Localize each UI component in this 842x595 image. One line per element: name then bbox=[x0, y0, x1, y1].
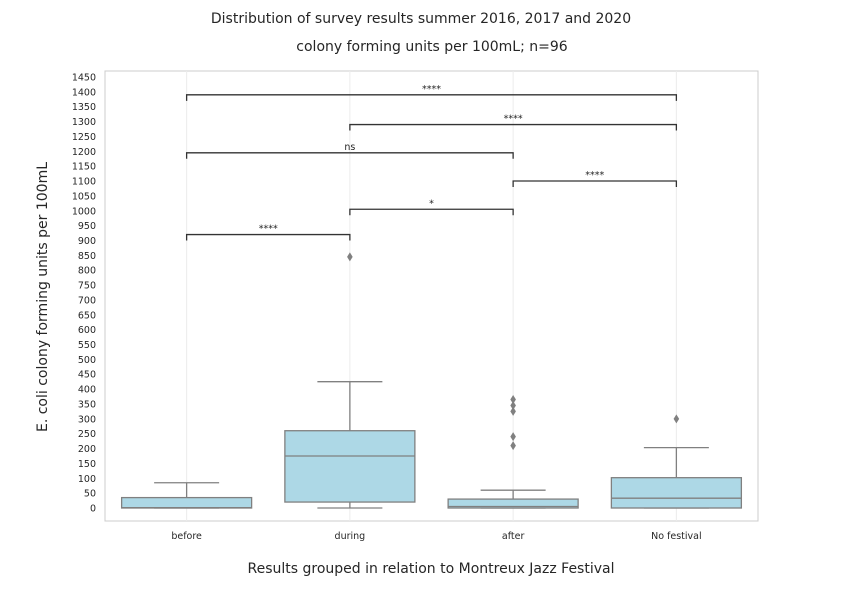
y-tick-label: 0 bbox=[90, 504, 96, 515]
significance-label: ns bbox=[344, 142, 355, 153]
y-tick-label: 300 bbox=[78, 414, 96, 425]
x-tick-label: after bbox=[502, 531, 525, 542]
y-tick-label: 1350 bbox=[72, 102, 96, 113]
y-tick-label: 900 bbox=[78, 236, 96, 247]
y-tick-label: 1250 bbox=[72, 132, 96, 143]
y-tick-label: 250 bbox=[78, 429, 96, 440]
y-tick-label: 450 bbox=[78, 370, 96, 381]
outlier-point bbox=[510, 406, 516, 416]
significance-bracket bbox=[349, 208, 514, 216]
y-tick-label: 150 bbox=[78, 459, 96, 470]
significance-bracket bbox=[349, 123, 678, 131]
y-tick-label: 550 bbox=[78, 340, 96, 351]
significance-bracket bbox=[185, 152, 514, 159]
significance-label: **** bbox=[259, 224, 278, 235]
y-tick-label: 1400 bbox=[72, 87, 96, 98]
y-tick-label: 1150 bbox=[72, 162, 96, 173]
y-axis-label: E. coli colony forming units per 100mL bbox=[35, 162, 51, 432]
x-tick-label: No festival bbox=[651, 531, 702, 542]
outlier-point bbox=[510, 432, 516, 442]
y-tick-label: 950 bbox=[78, 221, 96, 232]
x-axis-ticks: before during after No festival bbox=[171, 531, 701, 542]
box bbox=[610, 477, 743, 509]
outlier-point bbox=[510, 400, 516, 410]
box-group bbox=[610, 414, 743, 509]
y-tick-label: 100 bbox=[78, 474, 96, 485]
y-tick-label: 400 bbox=[78, 385, 96, 396]
box bbox=[120, 496, 253, 509]
y-tick-label: 600 bbox=[78, 325, 96, 336]
y-tick-label: 700 bbox=[78, 295, 96, 306]
significance-label: **** bbox=[504, 114, 523, 125]
significance-bracket bbox=[512, 180, 678, 188]
y-tick-label: 1200 bbox=[72, 147, 96, 158]
x-axis-label: Results grouped in relation to Montreux … bbox=[248, 561, 615, 577]
y-tick-label: 750 bbox=[78, 281, 96, 292]
significance-bracket bbox=[185, 94, 678, 101]
y-tick-label: 200 bbox=[78, 444, 96, 455]
box bbox=[284, 430, 416, 503]
chart-subtitle: colony forming units per 100mL; n=96 bbox=[296, 39, 567, 55]
outlier-point bbox=[673, 414, 680, 424]
y-axis-ticks: 0 50 100 150 200 250 300 350 400 450 500 550 600 650 7… bbox=[72, 73, 96, 515]
y-tick-label: 350 bbox=[78, 399, 96, 410]
y-tick-label: 1450 bbox=[72, 73, 96, 84]
y-tick-label: 50 bbox=[84, 489, 96, 500]
box-group bbox=[447, 395, 579, 509]
y-tick-label: 1000 bbox=[72, 206, 96, 217]
significance-annotations: *********ns******** bbox=[185, 84, 678, 241]
y-tick-label: 850 bbox=[78, 251, 96, 262]
box-series bbox=[120, 252, 743, 509]
significance-label: **** bbox=[422, 84, 441, 95]
y-tick-label: 1100 bbox=[72, 177, 96, 188]
significance-label: * bbox=[429, 198, 434, 209]
y-tick-label: 1050 bbox=[72, 191, 96, 202]
chart-title: Distribution of survey results summer 20… bbox=[211, 11, 631, 27]
plot-area bbox=[104, 70, 759, 522]
outlier-point bbox=[510, 395, 516, 405]
box-group bbox=[120, 482, 253, 509]
y-tick-label: 1300 bbox=[72, 117, 96, 128]
x-tick-label: before bbox=[171, 531, 202, 542]
y-tick-label: 500 bbox=[78, 355, 96, 366]
y-tick-label: 800 bbox=[78, 266, 96, 277]
significance-label: **** bbox=[585, 170, 604, 181]
x-tick-label: during bbox=[335, 531, 366, 542]
outlier-point bbox=[347, 252, 353, 262]
significance-bracket bbox=[185, 233, 351, 241]
box bbox=[447, 498, 579, 509]
y-tick-label: 650 bbox=[78, 310, 96, 321]
box-group bbox=[284, 252, 416, 509]
outlier-point bbox=[510, 441, 516, 451]
